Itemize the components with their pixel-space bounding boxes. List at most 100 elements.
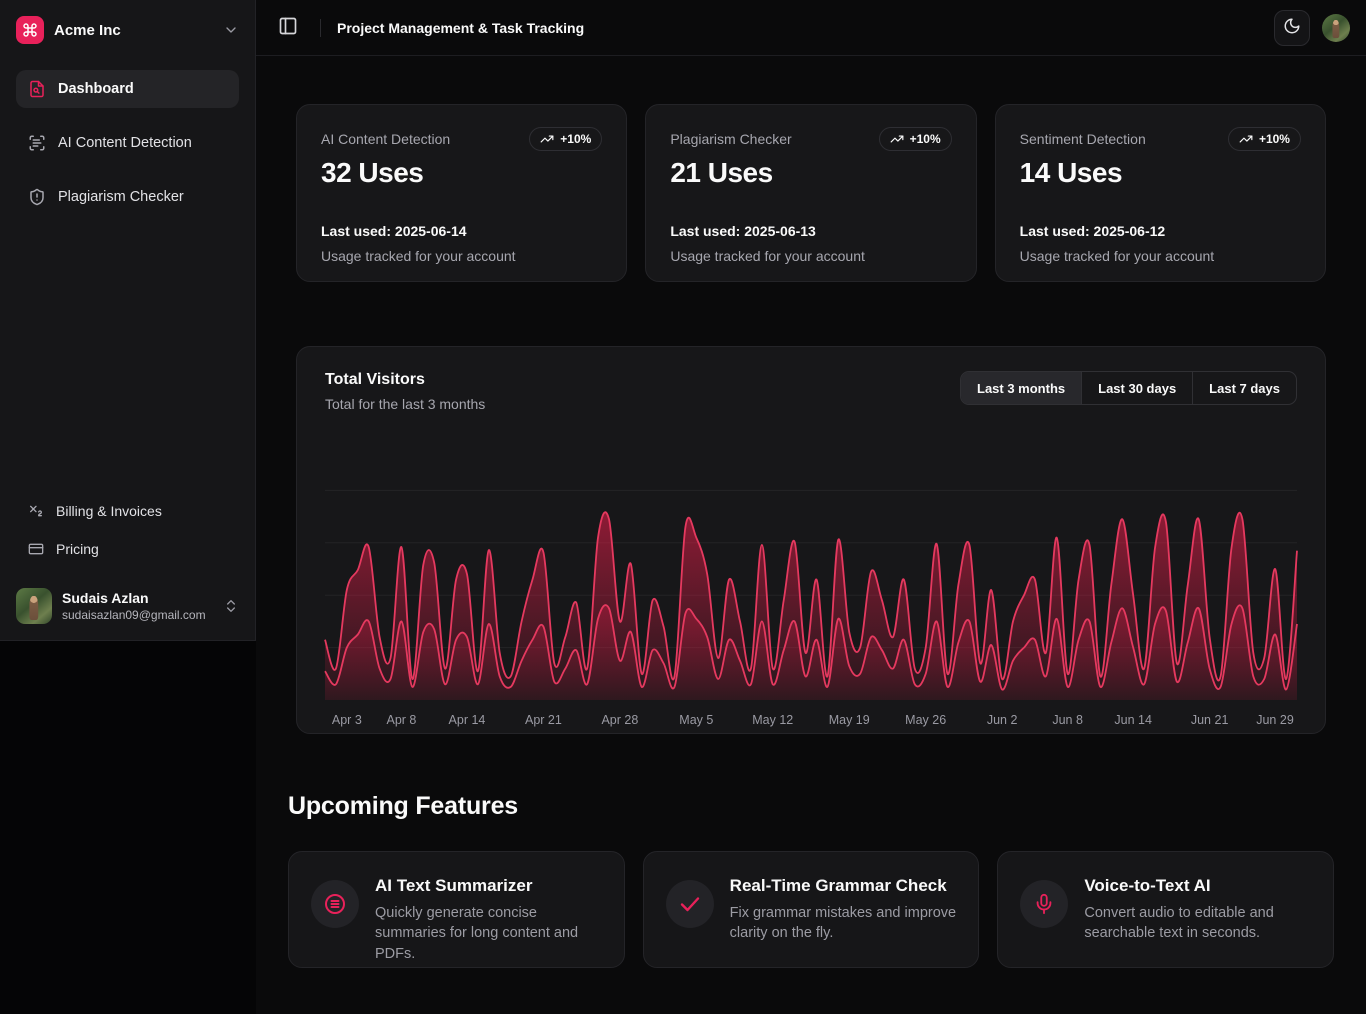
feature-card-grammar-check: Real-Time Grammar Check Fix grammar mist… — [643, 851, 980, 968]
sidebar-item-label: Pricing — [56, 541, 99, 557]
range-button-30-days[interactable]: Last 30 days — [1081, 372, 1192, 404]
range-button-3-months[interactable]: Last 3 months — [961, 372, 1081, 404]
shield-alert-icon — [28, 188, 46, 206]
check-icon — [666, 880, 714, 928]
x-axis-tick-label: May 19 — [829, 713, 870, 727]
chart-header: Total Visitors Total for the last 3 mont… — [325, 371, 1297, 412]
command-icon — [16, 16, 44, 44]
sidebar-nav: Dashboard AI Content Detection Plagiaris… — [0, 56, 255, 216]
feature-title: Voice-to-Text AI — [1084, 876, 1311, 896]
x-axis-tick-label: May 12 — [752, 713, 793, 727]
theme-toggle-button[interactable] — [1274, 10, 1310, 46]
topbar: Project Management & Task Tracking — [256, 0, 1366, 56]
chevrons-up-down-icon — [223, 598, 239, 614]
x-axis-tick-label: May 26 — [905, 713, 946, 727]
user-meta: Sudais Azlan sudaisazlan09@gmail.com — [62, 590, 213, 622]
feature-description: Convert audio to editable and searchable… — [1084, 903, 1311, 944]
x-axis-tick-label: Jun 21 — [1191, 713, 1229, 727]
stat-footnote: Usage tracked for your account — [1020, 248, 1301, 264]
feature-description: Fix grammar mistakes and improve clarity… — [730, 903, 957, 944]
x-axis-tick-label: Jun 14 — [1114, 713, 1152, 727]
range-toggle-group: Last 3 months Last 30 days Last 7 days — [960, 371, 1297, 405]
x-axis-tick-label: Jun 29 — [1256, 713, 1294, 727]
sidebar: Acme Inc Dashboard AI Content Detection — [0, 0, 256, 641]
page-title: Project Management & Task Tracking — [337, 20, 584, 36]
stat-cards-row: AI Content Detection +10% 32 Uses Last u… — [296, 104, 1326, 282]
sidebar-item-ai-content-detection[interactable]: AI Content Detection — [16, 124, 239, 162]
trend-badge-label: +10% — [560, 132, 591, 146]
area-chart-svg: Apr 3 Apr 8 Apr 14 Apr 21 Apr 28 May 5 May 12 M… — [325, 438, 1297, 732]
stat-last-used: Last used: 2025-06-12 — [1020, 223, 1301, 239]
sidebar-item-plagiarism-checker[interactable]: Plagiarism Checker — [16, 178, 239, 216]
chevron-down-icon — [223, 22, 239, 38]
sidebar-item-dashboard[interactable]: Dashboard — [16, 70, 239, 108]
x-axis-tick-label: Jun 2 — [987, 713, 1018, 727]
sidebar-item-billing-invoices[interactable]: Billing & Invoices — [16, 496, 239, 526]
sidebar-item-pricing[interactable]: Pricing — [16, 534, 239, 564]
sidebar-toggle-button[interactable] — [272, 12, 304, 44]
stat-value: 32 Uses — [321, 157, 602, 189]
sidebar-item-label: Dashboard — [58, 81, 134, 97]
dashboard-content: AI Content Detection +10% 32 Uses Last u… — [256, 56, 1366, 734]
x-axis-tick-label: Jun 8 — [1052, 713, 1083, 727]
trending-up-icon — [890, 132, 904, 146]
user-avatar — [16, 588, 52, 624]
stat-card-plagiarism-checker: Plagiarism Checker +10% 21 Uses Last use… — [645, 104, 976, 282]
header-avatar[interactable] — [1322, 14, 1350, 42]
moon-icon — [1283, 17, 1301, 38]
stat-value: 21 Uses — [670, 157, 951, 189]
feature-title: Real-Time Grammar Check — [730, 876, 957, 896]
microphone-icon — [1020, 880, 1068, 928]
user-email: sudaisazlan09@gmail.com — [62, 608, 213, 622]
stat-footnote: Usage tracked for your account — [670, 248, 951, 264]
stat-footnote: Usage tracked for your account — [321, 248, 602, 264]
stat-title: AI Content Detection — [321, 127, 450, 147]
total-visitors-card: Total Visitors Total for the last 3 mont… — [296, 346, 1326, 734]
trend-badge-label: +10% — [1259, 132, 1290, 146]
chart-title: Total Visitors — [325, 371, 485, 389]
topbar-divider — [320, 19, 321, 37]
scan-text-icon — [28, 134, 46, 152]
app-root: Acme Inc Dashboard AI Content Detection — [0, 0, 1366, 1014]
trend-badge: +10% — [1228, 127, 1301, 151]
brand-name: Acme Inc — [54, 22, 213, 39]
topbar-right — [1274, 10, 1350, 46]
x-axis-tick-label: Apr 3 — [332, 713, 362, 727]
x-axis-tick-label: Apr 8 — [387, 713, 417, 727]
trend-badge: +10% — [529, 127, 602, 151]
stat-last-used: Last used: 2025-06-14 — [321, 223, 602, 239]
main-area: Project Management & Task Tracking AI Co… — [256, 0, 1366, 1014]
summary-circle-icon — [311, 880, 359, 928]
chart-subtitle: Total for the last 3 months — [325, 396, 485, 412]
features-row: AI Text Summarizer Quickly generate conc… — [288, 851, 1334, 968]
feature-title: AI Text Summarizer — [375, 876, 602, 896]
user-name: Sudais Azlan — [62, 590, 213, 608]
upcoming-features-section: Upcoming Features AI Text Summarizer Qui… — [256, 734, 1366, 968]
user-menu[interactable]: Sudais Azlan sudaisazlan09@gmail.com — [10, 582, 245, 630]
stat-title: Plagiarism Checker — [670, 127, 791, 147]
x-axis-tick-label: Apr 21 — [525, 713, 562, 727]
stat-card-sentiment-detection: Sentiment Detection +10% 14 Uses Last us… — [995, 104, 1326, 282]
sidebar-item-label: Billing & Invoices — [56, 503, 162, 519]
upcoming-features-heading: Upcoming Features — [288, 792, 1334, 821]
x-axis-tick-label: May 5 — [679, 713, 713, 727]
trending-up-icon — [1239, 132, 1253, 146]
stat-last-used: Last used: 2025-06-13 — [670, 223, 951, 239]
trending-up-icon — [540, 132, 554, 146]
credit-card-icon — [28, 541, 44, 557]
team-switcher[interactable]: Acme Inc — [16, 12, 239, 48]
subscript-icon — [28, 503, 44, 519]
x-axis-tick-label: Apr 28 — [601, 713, 638, 727]
trend-badge-label: +10% — [910, 132, 941, 146]
sidebar-header: Acme Inc — [0, 0, 255, 56]
trend-badge: +10% — [879, 127, 952, 151]
stat-value: 14 Uses — [1020, 157, 1301, 189]
feature-description: Quickly generate concise summaries for l… — [375, 903, 602, 964]
range-button-7-days[interactable]: Last 7 days — [1192, 372, 1296, 404]
x-axis-tick-label: Apr 14 — [449, 713, 486, 727]
sidebar-secondary-nav: Billing & Invoices Pricing — [0, 496, 255, 564]
sidebar-spacer — [0, 216, 255, 496]
feature-card-voice-to-text: Voice-to-Text AI Convert audio to editab… — [997, 851, 1334, 968]
file-search-icon — [28, 80, 46, 98]
visitors-area-chart: Apr 3 Apr 8 Apr 14 Apr 21 Apr 28 May 5 May 12 M… — [325, 438, 1297, 737]
